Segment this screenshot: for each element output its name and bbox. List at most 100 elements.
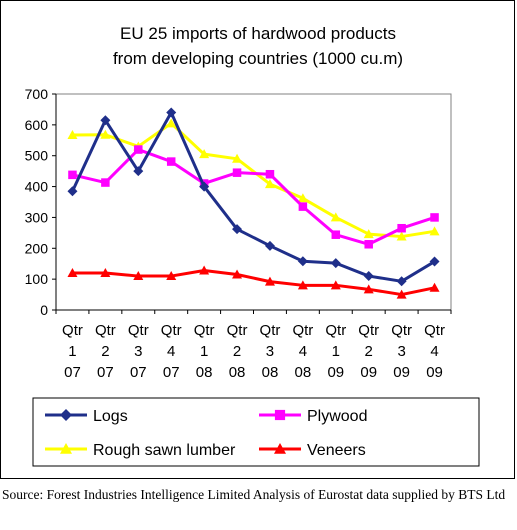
x-tick-label: 1	[332, 343, 340, 360]
y-tick-label: 200	[25, 240, 49, 256]
chart-frame: EU 25 imports of hardwood products from d…	[0, 0, 515, 479]
y-tick-label: 500	[25, 148, 49, 164]
data-point-rough-sawn-lumber	[67, 130, 78, 140]
legend-label-rough-sawn-lumber: Rough sawn lumber	[93, 442, 236, 459]
legend-box	[32, 397, 480, 467]
x-tick-label: 08	[229, 364, 246, 381]
data-point-plywood	[101, 178, 110, 187]
data-point-rough-sawn-lumber	[232, 153, 243, 163]
legend-marker-plywood	[274, 409, 286, 421]
x-tick-label: Qtr	[62, 322, 83, 339]
legend-marker-logs	[60, 409, 72, 421]
x-tick-label: Qtr	[95, 322, 116, 339]
data-point-logs	[264, 240, 275, 251]
x-tick-label: 09	[426, 364, 443, 381]
data-point-plywood	[265, 169, 275, 179]
y-tick-label: 100	[25, 271, 49, 287]
data-point-plywood	[68, 170, 77, 180]
data-point-plywood	[364, 240, 373, 249]
x-tick-label: 3	[397, 343, 405, 360]
y-tick-label: 0	[40, 302, 48, 318]
legend-label-plywood: Plywood	[307, 408, 367, 425]
x-tick-label: 4	[430, 343, 438, 360]
data-point-logs	[67, 186, 78, 197]
data-point-rough-sawn-lumber	[396, 231, 407, 241]
data-point-logs	[133, 166, 144, 177]
data-point-logs	[396, 276, 407, 287]
data-point-logs	[429, 256, 440, 267]
data-point-rough-sawn-lumber	[166, 118, 177, 128]
data-point-plywood	[232, 168, 242, 177]
data-point-veneers	[429, 282, 440, 292]
data-point-veneers	[232, 269, 243, 279]
data-point-plywood	[331, 230, 341, 239]
source-note: Source: Forest Industries Intelligence L…	[2, 487, 506, 502]
series-line-logs	[71, 111, 436, 283]
data-point-rough-sawn-lumber	[264, 179, 275, 189]
data-point-rough-sawn-lumber	[297, 193, 308, 203]
x-tick-label: 07	[64, 364, 81, 381]
legend-label-logs: Logs	[93, 408, 128, 425]
data-point-veneers	[133, 271, 144, 281]
x-tick-label: 4	[299, 343, 307, 360]
x-tick-label: 2	[365, 343, 373, 360]
data-point-logs	[199, 181, 210, 192]
x-tick-label: Qtr	[194, 322, 215, 339]
x-tick-label: 3	[134, 343, 142, 360]
data-point-rough-sawn-lumber	[199, 149, 210, 159]
y-tick-label: 300	[25, 209, 49, 225]
x-tick-label: Qtr	[358, 322, 379, 339]
x-tick-label: 2	[101, 343, 109, 360]
x-tick-label: Qtr	[260, 322, 281, 339]
data-point-plywood	[430, 213, 439, 222]
legend-marker-rough-sawn-lumber	[60, 443, 72, 454]
data-point-rough-sawn-lumber	[363, 229, 374, 239]
chart-title-line: EU 25 imports of hardwood products	[120, 24, 396, 43]
data-point-veneers	[330, 280, 341, 290]
y-tick-label: 600	[25, 117, 49, 133]
x-tick-label: Qtr	[424, 322, 445, 339]
x-tick-label: Qtr	[161, 322, 182, 339]
x-tick-label: 07	[163, 364, 180, 381]
x-tick-label: 1	[200, 343, 208, 360]
data-point-veneers	[199, 265, 210, 275]
x-tick-label: Qtr	[391, 322, 412, 339]
x-tick-label: 3	[266, 343, 274, 360]
series-line-plywood	[72, 148, 436, 246]
x-tick-label: 2	[233, 343, 241, 360]
x-tick-label: Qtr	[292, 322, 313, 339]
data-point-logs	[330, 258, 341, 269]
data-point-veneers	[264, 276, 275, 286]
data-point-veneers	[67, 267, 78, 277]
x-tick-label: 09	[393, 364, 410, 381]
y-tick-label: 400	[25, 179, 49, 195]
data-point-logs	[363, 271, 374, 282]
x-tick-label: 09	[327, 364, 344, 381]
x-tick-label: 1	[68, 343, 76, 360]
data-point-logs	[100, 115, 111, 126]
data-point-veneers	[166, 271, 177, 281]
data-point-rough-sawn-lumber	[429, 226, 440, 236]
y-tick-label: 700	[25, 86, 49, 102]
x-tick-label: 07	[130, 364, 147, 381]
x-tick-label: 07	[97, 364, 114, 381]
series-line-veneers	[72, 269, 435, 297]
data-point-veneers	[396, 289, 407, 299]
data-point-plywood	[397, 223, 406, 233]
data-point-rough-sawn-lumber	[100, 129, 111, 139]
legend-marker-veneers	[274, 443, 286, 454]
data-point-veneers	[100, 267, 111, 277]
series-line-rough-sawn-lumber	[72, 121, 435, 239]
line-chart: EU 25 imports of hardwood products from d…	[25, 24, 480, 467]
data-point-veneers	[297, 280, 308, 290]
x-tick-label: Qtr	[325, 322, 346, 339]
data-point-logs	[232, 224, 243, 235]
x-tick-label: 08	[262, 364, 279, 381]
chart-title-line: from developing countries (1000 cu.m)	[113, 49, 403, 68]
x-tick-label: 08	[196, 364, 213, 381]
data-point-plywood	[134, 145, 143, 154]
data-point-plywood	[166, 157, 176, 166]
x-tick-label: 4	[167, 343, 175, 360]
data-point-logs	[166, 107, 177, 118]
legend-label-veneers: Veneers	[307, 442, 366, 459]
